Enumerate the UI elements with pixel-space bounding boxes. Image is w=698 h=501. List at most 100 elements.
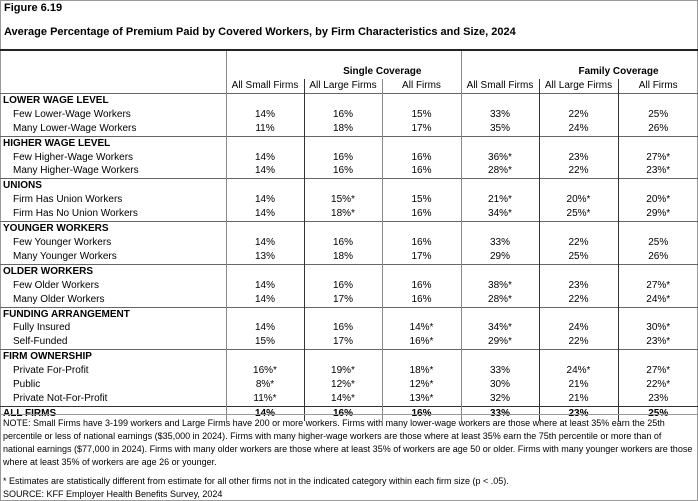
value-cell <box>538 136 618 151</box>
row-label: Firm Has No Union Workers <box>13 208 138 220</box>
row-label: ALL FIRMS <box>3 407 57 419</box>
value-cell: 16% <box>381 292 461 307</box>
value-cell: 16% <box>303 150 382 165</box>
value-cell: 14% <box>225 193 304 208</box>
value-cell: 16% <box>381 164 461 179</box>
row-label: Few Older Workers <box>13 279 99 291</box>
value-cell: 27%* <box>617 150 698 165</box>
value-cell: 25% <box>538 249 618 265</box>
value-cell: 34%* <box>460 321 539 336</box>
value-cell: 23% <box>538 150 618 165</box>
value-cell: 15% <box>225 335 304 350</box>
column-header: All Large Firms <box>538 79 618 94</box>
value-cell <box>538 264 618 279</box>
value-cell <box>303 264 382 279</box>
value-cell: 14% <box>225 164 304 179</box>
value-cell: 22% <box>538 164 618 179</box>
value-cell: 18%* <box>381 364 461 379</box>
value-cell: 15% <box>381 107 461 122</box>
value-cell <box>617 178 698 194</box>
table-row: Private For-Profit 16%* 19%* 18%* 33% 24%* 27%… <box>0 364 698 379</box>
value-cell: 24% <box>538 321 618 336</box>
value-cell: 16% <box>381 278 461 293</box>
value-cell: 33% <box>460 107 539 122</box>
value-cell: 14% <box>225 150 304 165</box>
value-cell: 25%* <box>538 207 618 222</box>
value-cell: 26% <box>617 249 698 265</box>
row-label: Many Higher-Wage Workers <box>13 165 139 177</box>
figure-title: Average Percentage of Premium Paid by Co… <box>4 26 516 38</box>
table-row: Firm Has Union Workers 14% 15%* 15% 21%* 20%*… <box>0 193 698 208</box>
table-row: Few Younger Workers 14% 16% 16% 33% 22% 25% <box>0 235 698 250</box>
value-cell: 29%* <box>460 335 539 350</box>
value-cell: 29% <box>460 249 539 265</box>
value-cell: 18% <box>303 249 382 265</box>
value-cell: 11%* <box>225 391 304 407</box>
value-cell: 25% <box>617 107 698 122</box>
value-cell: 16% <box>381 235 461 250</box>
value-cell: 20%* <box>617 193 698 208</box>
row-label: Private Not-For-Profit <box>13 392 108 404</box>
table-row: Many Older Workers 14% 17% 16% 28%* 22% 24%* <box>0 292 698 307</box>
section-title: FIRM OWNERSHIP <box>3 351 92 363</box>
source-text: SOURCE: KFF Employer Health Benefits Sur… <box>3 489 223 499</box>
value-cell <box>225 178 304 194</box>
value-cell: 32% <box>460 391 539 407</box>
column-header: All Firms <box>381 79 461 94</box>
value-cell: 35% <box>460 121 539 137</box>
value-cell: 19%* <box>303 364 382 379</box>
value-cell: 16% <box>303 321 382 336</box>
row-label: Many Older Workers <box>13 293 105 305</box>
table-row: Many Younger Workers 13% 18% 17% 29% 25% 26% <box>0 249 698 265</box>
table-row: Fully Insured 14% 16% 14%* 34%* 24% 30%* <box>0 321 698 336</box>
value-cell <box>303 178 382 194</box>
row-label: Few Higher-Wage Workers <box>13 151 134 163</box>
value-cell <box>617 307 698 322</box>
value-cell: 22% <box>538 292 618 307</box>
value-cell: 16%* <box>381 335 461 350</box>
value-cell <box>460 307 539 322</box>
value-cell: 14% <box>225 278 304 293</box>
value-cell <box>381 136 461 151</box>
value-cell <box>225 349 304 365</box>
group-header-single: Single Coverage <box>343 66 422 77</box>
group-header-family: Family Coverage <box>578 66 659 77</box>
figure-label: Figure 6.19 <box>4 2 63 14</box>
value-cell: 27%* <box>617 364 698 379</box>
value-cell <box>538 221 618 236</box>
value-cell: 23%* <box>617 335 698 350</box>
section-title: LOWER WAGE LEVEL <box>3 94 109 106</box>
value-cell: 24%* <box>617 292 698 307</box>
value-cell: 16% <box>303 406 382 421</box>
value-cell <box>225 264 304 279</box>
value-cell <box>538 178 618 194</box>
value-cell: 16% <box>303 107 382 122</box>
value-cell <box>225 307 304 322</box>
value-cell <box>381 93 461 108</box>
value-cell: 29%* <box>617 207 698 222</box>
value-cell: 21% <box>538 378 618 392</box>
table-row: Few Higher-Wage Workers 14% 16% 16% 36%* 23% 2… <box>0 150 698 165</box>
value-cell: 17% <box>381 249 461 265</box>
value-cell <box>303 136 382 151</box>
value-cell <box>225 221 304 236</box>
row-label: Fully Insured <box>13 322 71 334</box>
value-cell: 14% <box>225 207 304 222</box>
value-cell <box>381 264 461 279</box>
section-header-row: UNIONS <box>0 178 698 194</box>
column-header: All Small Firms <box>225 79 304 94</box>
section-header-row: FIRM OWNERSHIP <box>0 349 698 365</box>
note-text: NOTE: Small Firms have 3-199 workers and… <box>3 418 693 467</box>
value-cell: 38%* <box>460 278 539 293</box>
value-cell: 17% <box>381 121 461 137</box>
value-cell <box>538 307 618 322</box>
table-row: Firm Has No Union Workers 14% 18%* 16% 34%* 2… <box>0 207 698 222</box>
value-cell: 36%* <box>460 150 539 165</box>
value-cell: 27%* <box>617 278 698 293</box>
value-cell: 21%* <box>460 193 539 208</box>
title-divider <box>0 49 698 51</box>
value-cell: 23% <box>538 278 618 293</box>
value-cell <box>460 221 539 236</box>
value-cell: 21% <box>538 391 618 407</box>
table-row: Public 8%* 12%* 12%* 30% 21% 22%* <box>0 378 698 392</box>
